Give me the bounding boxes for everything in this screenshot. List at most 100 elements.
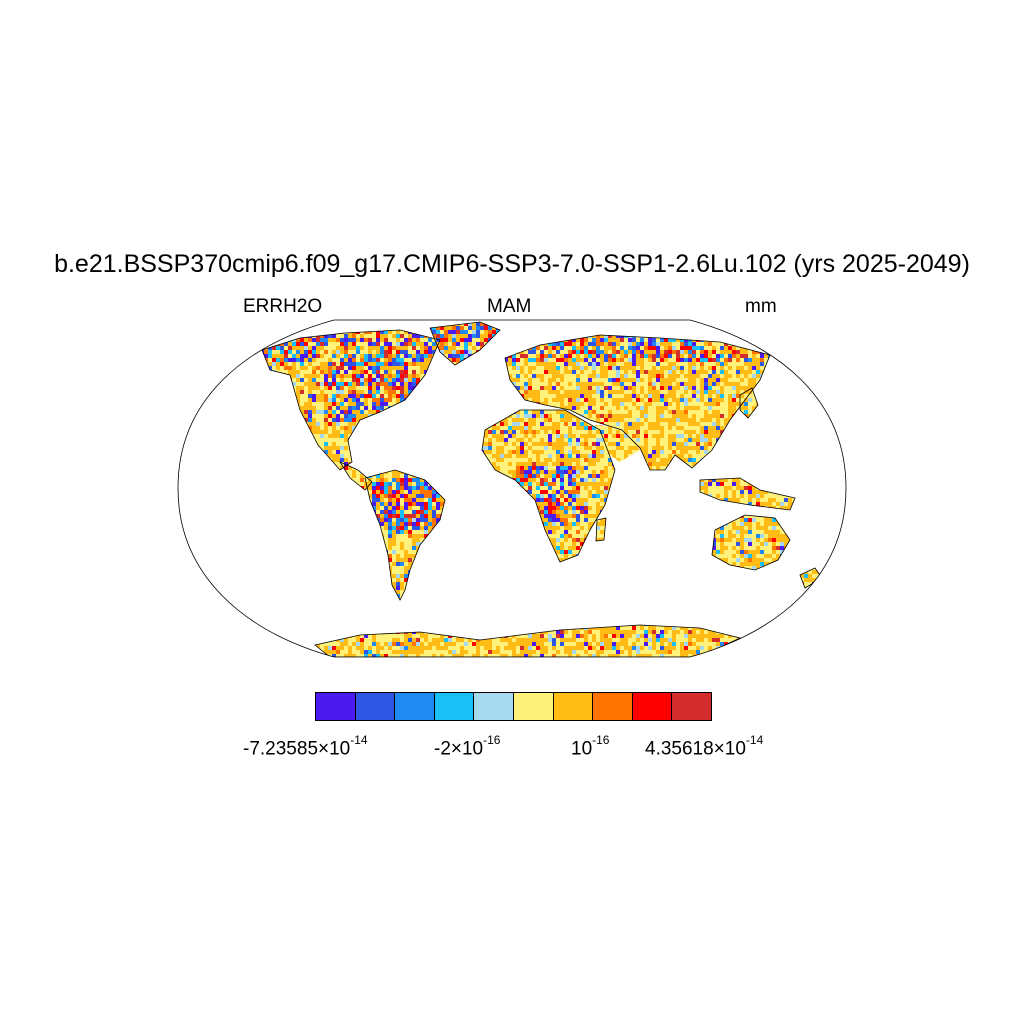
data-cell bbox=[728, 318, 732, 322]
data-cell bbox=[600, 414, 604, 418]
data-cell bbox=[564, 382, 568, 386]
data-cell bbox=[716, 334, 720, 338]
data-cell bbox=[316, 318, 320, 322]
data-cell bbox=[256, 382, 260, 386]
data-cell bbox=[284, 342, 288, 346]
data-cell bbox=[420, 334, 424, 338]
data-cell bbox=[684, 394, 688, 398]
data-cell bbox=[360, 378, 364, 382]
data-cell bbox=[596, 414, 600, 418]
data-cell bbox=[176, 410, 180, 414]
data-cell bbox=[616, 338, 620, 342]
data-cell bbox=[828, 378, 832, 382]
data-cell bbox=[380, 418, 384, 422]
data-cell bbox=[844, 426, 848, 430]
data-cell bbox=[228, 434, 232, 438]
data-cell bbox=[760, 386, 764, 390]
data-cell bbox=[816, 350, 820, 354]
data-cell bbox=[648, 394, 652, 398]
data-cell bbox=[180, 386, 184, 390]
data-cell bbox=[736, 406, 740, 410]
data-cell bbox=[344, 354, 348, 358]
data-cell bbox=[732, 318, 736, 322]
data-cell bbox=[804, 318, 808, 322]
data-cell bbox=[444, 378, 448, 382]
data-cell bbox=[848, 418, 852, 422]
data-cell bbox=[372, 346, 376, 350]
data-cell bbox=[748, 386, 752, 390]
data-cell bbox=[592, 426, 596, 430]
data-cell bbox=[848, 410, 852, 414]
data-cell bbox=[644, 418, 648, 422]
data-cell bbox=[212, 326, 216, 330]
data-cell bbox=[644, 326, 648, 330]
data-cell bbox=[408, 366, 412, 370]
data-cell bbox=[468, 362, 472, 366]
data-cell bbox=[216, 354, 220, 358]
data-cell bbox=[288, 406, 292, 410]
data-cell bbox=[664, 362, 668, 366]
data-cell bbox=[800, 330, 804, 334]
data-cell bbox=[324, 402, 328, 406]
data-cell bbox=[316, 382, 320, 386]
data-cell bbox=[620, 342, 624, 346]
data-cell bbox=[616, 362, 620, 366]
data-cell bbox=[708, 406, 712, 410]
data-cell bbox=[456, 394, 460, 398]
data-cell bbox=[752, 378, 756, 382]
data-cell bbox=[660, 418, 664, 422]
data-cell bbox=[720, 402, 724, 406]
data-cell bbox=[404, 374, 408, 378]
data-cell bbox=[324, 414, 328, 418]
data-cell bbox=[552, 330, 556, 334]
data-cell bbox=[620, 410, 624, 414]
data-cell bbox=[468, 430, 472, 434]
data-cell bbox=[252, 430, 256, 434]
data-cell bbox=[624, 374, 628, 378]
data-cell bbox=[312, 430, 316, 434]
data-cell bbox=[252, 370, 256, 374]
data-cell bbox=[556, 378, 560, 382]
data-cell bbox=[636, 426, 640, 430]
data-cell bbox=[404, 362, 408, 366]
season-label: MAM bbox=[487, 296, 532, 317]
data-cell bbox=[648, 398, 652, 402]
data-cell bbox=[644, 402, 648, 406]
data-cell bbox=[220, 342, 224, 346]
data-cell bbox=[264, 366, 268, 370]
data-cell bbox=[348, 342, 352, 346]
data-cell bbox=[400, 390, 404, 394]
data-cell bbox=[304, 374, 308, 378]
data-cell bbox=[808, 358, 812, 362]
data-cell bbox=[460, 398, 464, 402]
data-cell bbox=[572, 334, 576, 338]
data-cell bbox=[500, 390, 504, 394]
data-cell bbox=[372, 322, 376, 326]
data-cell bbox=[536, 422, 540, 426]
data-cell bbox=[240, 430, 244, 434]
data-cell bbox=[724, 370, 728, 374]
data-cell bbox=[708, 426, 712, 430]
data-cell bbox=[408, 334, 412, 338]
data-cell bbox=[428, 350, 432, 354]
data-cell bbox=[332, 434, 336, 438]
data-cell bbox=[708, 370, 712, 374]
data-cell bbox=[556, 386, 560, 390]
data-cell bbox=[400, 334, 404, 338]
data-cell bbox=[532, 382, 536, 386]
data-cell bbox=[440, 346, 444, 350]
data-cell bbox=[512, 422, 516, 426]
data-cell bbox=[624, 338, 628, 342]
data-cell bbox=[664, 350, 668, 354]
data-cell bbox=[804, 398, 808, 402]
data-cell bbox=[584, 342, 588, 346]
data-cell bbox=[496, 342, 500, 346]
data-cell bbox=[360, 410, 364, 414]
data-cell bbox=[772, 402, 776, 406]
data-cell bbox=[380, 394, 384, 398]
data-cell bbox=[232, 374, 236, 378]
data-cell bbox=[800, 342, 804, 346]
data-cell bbox=[288, 322, 292, 326]
data-cell bbox=[676, 390, 680, 394]
data-cell bbox=[624, 330, 628, 334]
